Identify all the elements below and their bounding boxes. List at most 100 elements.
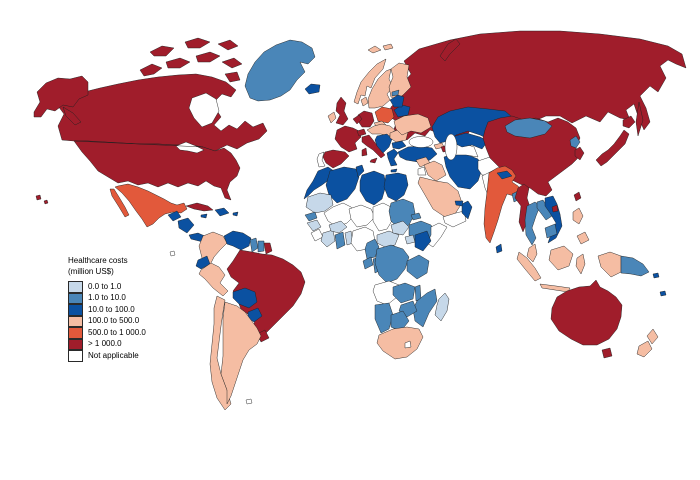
country-ukraine — [393, 113, 432, 136]
country-india — [483, 165, 523, 244]
country-guinea — [306, 219, 322, 232]
legend-label-0: 0.0 to 1.0 — [88, 281, 122, 291]
black-sea — [408, 136, 434, 148]
legend-swatch-6 — [68, 350, 83, 362]
country-jamaica — [200, 213, 208, 219]
country-svalbard — [367, 45, 382, 54]
country-poland — [374, 106, 395, 124]
country-cote-divoire — [320, 229, 336, 248]
country-french-guiana — [263, 242, 273, 255]
country-alaska-panhandle — [62, 106, 82, 126]
country-taiwan — [573, 191, 582, 202]
country-lesotho — [404, 340, 412, 349]
country-oman — [461, 200, 473, 220]
country-denmark — [360, 96, 369, 107]
legend-label-3: 100.0 to 500.0 — [88, 316, 140, 325]
hudson-bay — [188, 92, 220, 128]
country-greece — [386, 148, 399, 167]
country-indonesia-sumatra — [516, 251, 542, 282]
legend-item-2: 10.0 to 100.0 — [68, 304, 198, 316]
country-peru — [198, 262, 229, 297]
country-mexico-baja — [109, 188, 130, 218]
country-suriname — [257, 240, 265, 253]
country-hispaniola — [214, 207, 230, 217]
country-baltics — [389, 94, 405, 108]
country-japan — [595, 129, 630, 167]
country-namibia — [374, 302, 394, 334]
country-south-sudan — [390, 220, 410, 236]
country-sweden — [367, 68, 394, 109]
country-mauritania — [305, 192, 334, 214]
legend: Healthcare costs (million US$) 0.0 to 1.… — [68, 256, 198, 362]
country-north-korea — [569, 135, 581, 149]
country-benelux — [352, 114, 363, 125]
country-cameroon — [364, 238, 380, 260]
country-canada-arctic — [217, 39, 239, 51]
country-svalbard — [382, 43, 394, 51]
legend-label-1: 1.0 to 10.0 — [88, 293, 126, 302]
country-dr-congo — [374, 244, 410, 284]
country-philippines-mindanao — [576, 231, 590, 245]
country-papua-new-guinea — [620, 255, 650, 277]
country-angola — [372, 280, 400, 306]
country-chile — [209, 295, 232, 411]
country-burkina-faso — [328, 220, 348, 234]
country-canada-arctic — [184, 37, 211, 49]
country-madagascar — [434, 292, 450, 322]
country-uruguay — [256, 329, 270, 343]
country-greenland — [244, 39, 316, 102]
country-solomon-islands — [652, 272, 660, 279]
country-south-africa — [376, 326, 424, 360]
country-novaya-zemlya — [439, 38, 461, 62]
country-switzerland — [356, 128, 367, 137]
country-usa — [73, 140, 241, 201]
country-bolivia — [232, 287, 258, 309]
country-canada-arctic — [165, 57, 191, 69]
country-cuba — [185, 202, 214, 212]
legend-swatch-2 — [68, 304, 83, 316]
country-ecuador — [195, 255, 211, 270]
country-indonesia-sulawesi — [575, 253, 586, 275]
country-australia — [550, 279, 623, 346]
country-eritrea — [410, 212, 422, 221]
country-ireland — [327, 111, 337, 124]
legend-swatch-0 — [68, 281, 83, 293]
country-philippines-luzon — [572, 207, 584, 225]
country-sri-lanka — [495, 243, 503, 254]
country-canada — [57, 73, 268, 152]
country-galapagos — [169, 250, 176, 257]
canada-usa-border — [73, 140, 204, 148]
great-lakes — [175, 141, 205, 154]
country-indonesia-borneo — [548, 245, 574, 271]
country-canada-arctic — [221, 57, 243, 69]
country-kenya — [414, 230, 432, 252]
country-japan-hokkaido — [622, 115, 636, 129]
country-balkans — [374, 133, 393, 154]
country-iceland — [304, 83, 321, 95]
country-iraq — [423, 160, 447, 182]
country-tunisia — [355, 164, 365, 178]
country-bulgaria — [391, 140, 407, 150]
legend-label-5: > 1 000.0 — [88, 339, 122, 348]
country-hawaii — [35, 194, 42, 201]
country-algeria — [325, 166, 360, 204]
country-canada-arctic — [139, 63, 163, 77]
country-laos — [536, 199, 553, 221]
country-guyana — [249, 237, 259, 253]
country-canada-arctic — [224, 71, 241, 83]
country-ghana — [334, 231, 346, 250]
country-jordan — [417, 166, 427, 176]
country-norway — [353, 58, 387, 105]
country-tanzania — [406, 254, 430, 280]
country-libya — [359, 170, 387, 206]
country-canada-arctic — [149, 45, 175, 57]
legend-item-0: 0.0 to 1.0 — [68, 281, 198, 293]
country-hainan — [551, 204, 559, 213]
country-mongolia — [504, 117, 553, 139]
country-falklands — [245, 398, 253, 405]
country-honduras-nicaragua — [177, 217, 195, 234]
country-mexico — [114, 183, 188, 228]
country-nepal — [496, 170, 513, 180]
country-new-zealand-south — [636, 340, 653, 358]
